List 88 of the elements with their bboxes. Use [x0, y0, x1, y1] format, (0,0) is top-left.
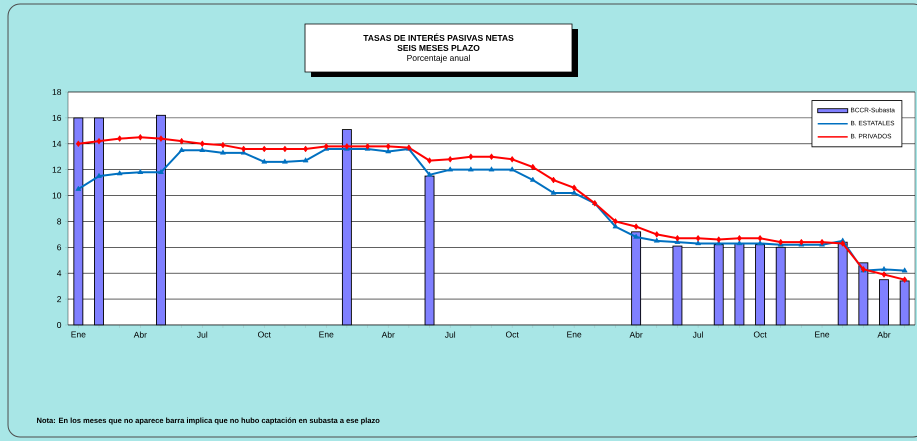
- point: [75, 186, 82, 191]
- point: [220, 150, 226, 155]
- point: [468, 153, 474, 160]
- point: [612, 218, 618, 225]
- point: [488, 166, 494, 172]
- point: [696, 235, 701, 242]
- point: [365, 143, 370, 150]
- y-tick-label: 16: [52, 114, 62, 121]
- point: [634, 223, 639, 230]
- point: [324, 143, 329, 150]
- point: [550, 190, 556, 195]
- x-tick-label: Oct: [258, 332, 271, 338]
- x-tick-label: Jul: [196, 332, 208, 338]
- point: [116, 170, 123, 176]
- point: [282, 158, 288, 164]
- point: [674, 235, 680, 242]
- y-tick-label: 0: [57, 322, 62, 328]
- x-tick-label: Ene: [71, 332, 86, 338]
- point: [303, 146, 308, 152]
- point: [200, 140, 205, 148]
- y-tick-label: 8: [57, 218, 62, 224]
- point: [96, 172, 102, 178]
- point: [448, 156, 453, 163]
- point: [736, 235, 742, 242]
- point: [282, 146, 288, 152]
- point: [468, 166, 474, 172]
- x-tick-label: Abr: [630, 332, 643, 338]
- point: [302, 157, 308, 162]
- x-tick-label: Jul: [444, 332, 456, 338]
- point: [96, 138, 102, 144]
- x-tick-label: Abr: [134, 332, 147, 338]
- point: [716, 236, 722, 243]
- point: [654, 238, 660, 243]
- point: [902, 267, 908, 272]
- y-tick-label: 2: [57, 296, 62, 302]
- y-axis-title: Porcentaje anual: [407, 54, 470, 63]
- point: [572, 184, 577, 192]
- point: [199, 146, 206, 152]
- point: [76, 140, 81, 148]
- point: [695, 240, 701, 246]
- x-tick-label: Abr: [382, 332, 395, 338]
- point: [137, 169, 144, 174]
- x-tick-label: Ene: [567, 332, 582, 338]
- point: [158, 135, 164, 142]
- point: [530, 164, 536, 170]
- point: [633, 234, 639, 239]
- point: [117, 135, 122, 142]
- point: [882, 271, 887, 278]
- y-tick-label: 4: [56, 270, 62, 276]
- point: [447, 166, 454, 172]
- point: [902, 276, 908, 283]
- point: [881, 266, 887, 272]
- point: [820, 238, 825, 246]
- point: [261, 158, 268, 164]
- point: [386, 143, 391, 150]
- point: [778, 238, 784, 246]
- point: [758, 235, 763, 242]
- x-tick-label: Oct: [754, 332, 767, 338]
- y-tick-label: 14: [52, 140, 62, 147]
- point: [158, 169, 164, 174]
- x-tick-label: Ene: [815, 332, 830, 338]
- point: [550, 176, 556, 184]
- y-tick-label: 18: [52, 88, 62, 95]
- point: [654, 231, 660, 238]
- point: [757, 240, 763, 246]
- point: [510, 156, 515, 163]
- x-tick-label: Oct: [506, 332, 519, 338]
- x-tick-label: Jul: [692, 332, 703, 338]
- point: [179, 138, 184, 144]
- y-tick-label: 10: [52, 192, 62, 199]
- point: [489, 153, 494, 160]
- point: [262, 146, 267, 152]
- point: [840, 240, 846, 247]
- point: [427, 157, 432, 164]
- chart-title: TASAS DE INTERÉS PASIVAS NETAS: [363, 33, 514, 41]
- point: [220, 142, 226, 148]
- point: [426, 172, 432, 177]
- y-tick-label: 6: [57, 244, 62, 250]
- x-tick-label: Ene: [319, 332, 334, 338]
- point: [178, 146, 184, 152]
- y-tick-label: 12: [52, 166, 62, 173]
- point: [241, 146, 246, 152]
- chart-subtitle: SEIS MESES PLAZO: [397, 44, 480, 51]
- point: [798, 238, 804, 246]
- point: [344, 143, 350, 150]
- x-tick-label: Abr: [877, 332, 890, 338]
- point: [736, 240, 742, 246]
- point: [138, 134, 143, 141]
